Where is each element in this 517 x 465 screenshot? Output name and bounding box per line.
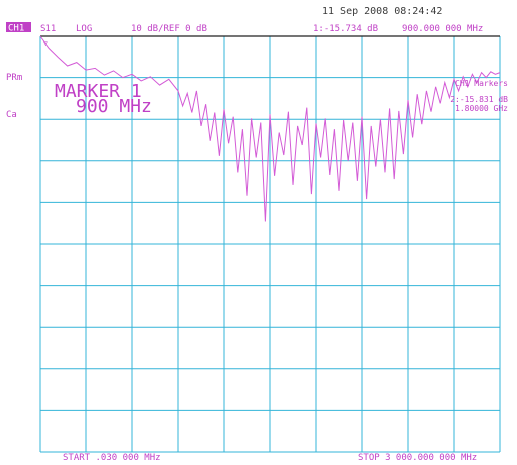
channel-badge: CH1 <box>8 24 24 34</box>
footer-start: START .030 000 MHz <box>63 453 161 463</box>
channel-badge-background <box>6 22 31 32</box>
footer-stop: STOP 3 000.000 000 MHz <box>358 453 477 463</box>
header-scale: 10 dB/REF 0 dB <box>131 24 207 34</box>
side-label-pre: PRm <box>6 73 22 83</box>
marker-box-title: MARKER 1 <box>55 81 142 102</box>
header-marker-frequency: 900.000 000 MHz <box>402 24 483 34</box>
header-datetime: 11 Sep 2008 08:24:42 <box>322 6 442 17</box>
header-format: LOG <box>76 24 92 34</box>
markers-panel-frequency: 1.80000 GHz <box>455 104 508 113</box>
s11-trace <box>39 35 501 222</box>
header-marker-readout: 1:-15.734 dB <box>313 24 378 34</box>
markers-panel-title: CH1 Markers <box>455 79 508 88</box>
side-label-cal: Ca <box>6 110 17 120</box>
marker-box-frequency: 900 MHz <box>76 96 152 117</box>
markers-panel-value: 2:-15.831 dB <box>450 95 508 104</box>
header-parameter: S11 <box>40 24 56 34</box>
plot-area <box>39 35 501 453</box>
